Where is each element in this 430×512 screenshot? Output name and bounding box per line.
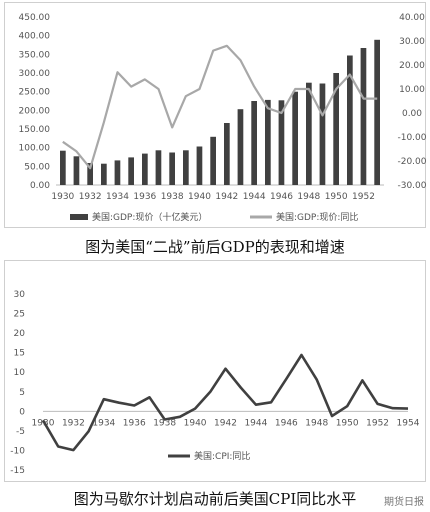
- cpi-y-tick-label: 0: [19, 407, 25, 417]
- cpi-chart-panel: -15 -10 -5 0 5 10 15 20 25 30 1930 1932 1934 1936 1938…: [0, 260, 430, 484]
- cpi-y-tick-label: -10: [10, 446, 25, 456]
- gdp-x-tick-label: 1930: [51, 192, 74, 202]
- cpi-x-tick-label: 1948: [305, 418, 328, 428]
- gdp-x-tick-label: 1940: [188, 192, 211, 202]
- cpi-y-tick-label: 30: [14, 290, 26, 300]
- gdp-legend-line-label: 美国:GDP:现价:同比: [276, 211, 358, 223]
- gdp-bar: [183, 150, 189, 185]
- gdp-bar: [265, 99, 271, 185]
- cpi-chart-frame: [4, 260, 426, 482]
- gdp-bar: [73, 156, 80, 185]
- gdp-bar: [319, 83, 326, 185]
- cpi-x-tick-label: 1950: [336, 418, 359, 428]
- gdp-left-tick-label: 450.00: [19, 13, 51, 23]
- cpi-x-tick-label: 1944: [244, 418, 267, 428]
- gdp-legend-bar-label: 美国:GDP:现价（十亿美元）: [92, 211, 207, 223]
- gdp-bar: [292, 91, 298, 185]
- gdp-right-tick-label: 40.00: [399, 13, 425, 23]
- cpi-y-tick-label: -15: [10, 466, 25, 476]
- gdp-bar: [251, 101, 257, 185]
- cpi-x-tick-label: 1952: [366, 418, 389, 428]
- cpi-x-tick-label: 1930: [32, 418, 55, 428]
- gdp-bar: [237, 109, 244, 185]
- gdp-chart-caption: 图为美国“二战”前后GDP的表现和增速: [85, 238, 345, 256]
- gdp-right-tick-label: 10.00: [399, 85, 425, 95]
- gdp-bar: [374, 39, 380, 185]
- cpi-x-tick-label: 1934: [92, 418, 115, 428]
- gdp-bar: [306, 82, 312, 185]
- cpi-chart: -15 -10 -5 0 5 10 15 20 25 30 1930 1932 1934 1936 1938…: [10, 290, 420, 476]
- gdp-left-tick-label: 50.00: [24, 162, 50, 172]
- gdp-bar: [155, 150, 162, 185]
- gdp-bar: [210, 136, 216, 185]
- gdp-left-tick-label: 400.00: [19, 32, 51, 42]
- cpi-legend-label: 美国:CPI:同比: [194, 450, 250, 462]
- gdp-right-tick-label: 30.00: [399, 37, 425, 47]
- gdp-bar: [360, 48, 367, 185]
- gdp-x-tick-label: 1950: [325, 192, 348, 202]
- gdp-x-tick-label: 1932: [79, 192, 102, 202]
- gdp-chart: 0.00 50.00 100.00 150.00 200.00 250.00 300.00 3…: [19, 13, 427, 223]
- cpi-chart-caption: 图为马歇尔计划启动前后美国CPI同比水平: [73, 490, 357, 508]
- gdp-left-tick-label: 100.00: [19, 144, 51, 154]
- gdp-x-tick-label: 1938: [161, 192, 184, 202]
- gdp-right-tick-label: -30.00: [397, 181, 426, 191]
- gdp-right-tick-label: 0.00: [402, 109, 422, 119]
- gdp-bar: [169, 152, 175, 185]
- gdp-right-tick-label: -20.00: [397, 157, 426, 167]
- gdp-x-tick-label: 1948: [297, 192, 320, 202]
- gdp-x-tick-label: 1936: [133, 192, 156, 202]
- gdp-bar: [87, 163, 93, 185]
- gdp-bar: [142, 153, 148, 185]
- gdp-x-tick-label: 1946: [270, 192, 293, 202]
- cpi-y-tick-label: 15: [14, 349, 25, 359]
- cpi-x-tick-label: 1932: [62, 418, 85, 428]
- gdp-left-tick-label: 0.00: [30, 181, 50, 191]
- gdp-bar: [278, 100, 285, 185]
- cpi-y-tick-label: 5: [19, 388, 25, 398]
- cpi-x-tick-label: 1942: [214, 418, 237, 428]
- cpi-x-tick-label: 1940: [184, 418, 207, 428]
- gdp-chart-frame: [4, 2, 426, 228]
- cpi-y-tick-label: 25: [14, 310, 25, 320]
- gdp-left-tick-label: 200.00: [19, 106, 51, 116]
- cpi-y-tick-label: -5: [16, 427, 25, 437]
- gdp-bar: [114, 160, 121, 185]
- watermark: 期货日报: [384, 497, 424, 508]
- cpi-yoy-line: [41, 353, 409, 452]
- cpi-x-tick-label: 1936: [123, 418, 146, 428]
- gdp-bar: [60, 150, 66, 185]
- gdp-left-tick-label: 250.00: [19, 88, 51, 98]
- cpi-x-tick-label: 1946: [275, 418, 298, 428]
- gdp-bar: [224, 123, 230, 185]
- gdp-bar: [333, 73, 339, 185]
- gdp-x-tick-label: 1934: [106, 192, 129, 202]
- gdp-bar: [101, 163, 107, 185]
- gdp-right-tick-label: 20.00: [399, 61, 425, 71]
- gdp-x-tick-label: 1944: [243, 192, 266, 202]
- cpi-x-tick-label: 1938: [153, 418, 176, 428]
- gdp-x-tick-label: 1942: [215, 192, 238, 202]
- gdp-left-tick-label: 150.00: [19, 125, 51, 135]
- cpi-y-tick-label: 20: [14, 329, 26, 339]
- gdp-growth-line: [62, 44, 378, 170]
- gdp-bar: [196, 146, 203, 185]
- gdp-bar: [347, 55, 353, 185]
- cpi-y-tick-label: 10: [14, 368, 26, 378]
- gdp-left-tick-label: 350.00: [19, 50, 51, 60]
- gdp-chart-panel: 0.00 50.00 100.00 150.00 200.00 250.00 300.00 3…: [0, 0, 430, 234]
- gdp-bar: [128, 157, 134, 185]
- gdp-right-tick-label: -10.00: [397, 133, 426, 143]
- cpi-x-tick-label: 1954: [397, 418, 420, 428]
- gdp-left-tick-label: 300.00: [19, 69, 51, 79]
- gdp-legend-bar-swatch: [70, 214, 88, 220]
- gdp-x-tick-label: 1952: [352, 192, 375, 202]
